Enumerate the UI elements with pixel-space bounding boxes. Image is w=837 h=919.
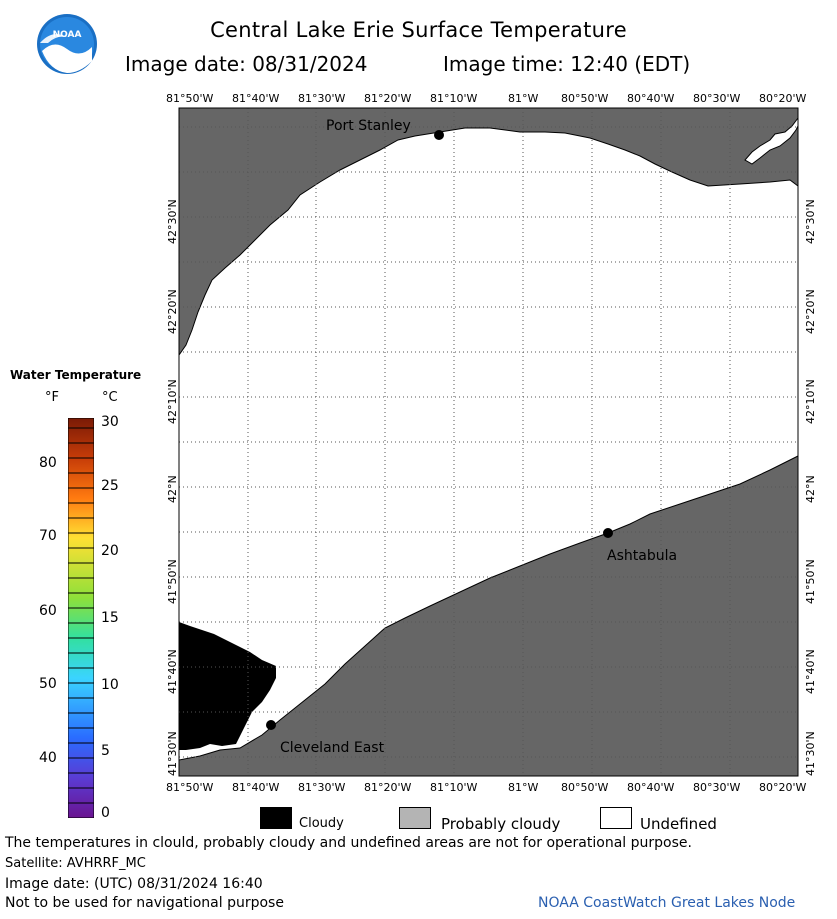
utc-date-text: Image date: (UTC) 08/31/2024 16:40: [5, 876, 263, 892]
port-stanley-marker: [434, 130, 444, 140]
satellite-text: Satellite: AVHRRF_MC: [5, 856, 146, 871]
colorbar-c-tick: 0: [101, 805, 110, 821]
lat-tick-right: 41°30'N: [804, 731, 817, 776]
colorbar-f-tick: 60: [39, 603, 57, 619]
colorbar-f-tick: 70: [39, 528, 57, 544]
lon-tick-top: 80°40'W: [627, 92, 675, 105]
image-time: Image time: 12:40 (EDT): [443, 52, 691, 76]
colorbar-c-tick: 30: [101, 414, 119, 430]
cleveland-east-marker: [266, 720, 276, 730]
land-south: [178, 455, 799, 777]
lon-tick-bottom: 80°40'W: [627, 781, 675, 794]
colorbar-c-tick: 25: [101, 478, 119, 494]
lat-tick-left: 42°30'N: [166, 199, 179, 244]
lat-tick-right: 42°20'N: [804, 289, 817, 334]
place-label-port-stanley: Port Stanley: [326, 118, 411, 134]
lon-tick-top: 81°50'W: [166, 92, 214, 105]
lat-tick-right: 42°30'N: [804, 199, 817, 244]
lon-tick-bottom: 81°10'W: [430, 781, 478, 794]
colorbar-unit-c: °C: [102, 390, 118, 405]
credit-text: NOAA CoastWatch Great Lakes Node: [538, 895, 796, 911]
colorbar-c-tick: 20: [101, 543, 119, 559]
lon-tick-top: 81°W: [508, 92, 539, 105]
lon-tick-top: 80°20'W: [759, 92, 807, 105]
legend-label-probably-cloudy: Probably cloudy: [441, 815, 561, 833]
graticule: [179, 108, 798, 776]
map-panel[interactable]: Port Stanley Ashtabula Cleveland East: [0, 0, 837, 800]
colorbar-c-tick: 5: [101, 743, 110, 759]
legend-swatch-undefined: [600, 807, 632, 829]
colorbar-c-tick: 10: [101, 677, 119, 693]
lat-tick-left: 42°20'N: [166, 289, 179, 334]
noaa-logo: NOAA: [36, 13, 98, 75]
lat-tick-left: 42°N: [166, 475, 179, 503]
cloudy-region: [179, 622, 276, 750]
colorbar-f-tick: 80: [39, 455, 57, 471]
lon-tick-top: 80°50'W: [561, 92, 609, 105]
lon-tick-top: 81°20'W: [364, 92, 412, 105]
colorbar: [67, 417, 95, 819]
legend-label-undefined: Undefined: [640, 815, 717, 833]
lat-tick-left: 41°40'N: [166, 649, 179, 694]
place-label-ashtabula: Ashtabula: [607, 548, 678, 564]
lat-tick-right: 42°N: [804, 475, 817, 503]
place-label-cleveland-east: Cleveland East: [280, 740, 385, 756]
colorbar-unit-f: °F: [45, 390, 59, 405]
lat-tick-right: 42°10'N: [804, 379, 817, 424]
lon-tick-top: 81°40'W: [232, 92, 280, 105]
lat-tick-right: 41°40'N: [804, 649, 817, 694]
lon-tick-bottom: 81°W: [508, 781, 539, 794]
lon-tick-top: 80°30'W: [693, 92, 741, 105]
image-date: Image date: 08/31/2024: [125, 52, 368, 76]
lon-tick-bottom: 81°30'W: [298, 781, 346, 794]
lon-tick-bottom: 80°20'W: [759, 781, 807, 794]
lon-tick-bottom: 80°30'W: [693, 781, 741, 794]
lat-tick-left: 41°50'N: [166, 559, 179, 604]
land-north: [178, 107, 799, 357]
lat-tick-right: 41°50'N: [804, 559, 817, 604]
disclaimer-text: The temperatures in clould, probably clo…: [5, 835, 692, 851]
lat-tick-left: 41°30'N: [166, 731, 179, 776]
colorbar-f-tick: 40: [39, 750, 57, 766]
lon-tick-bottom: 80°50'W: [561, 781, 609, 794]
legend-swatch-probably-cloudy: [399, 807, 431, 829]
lon-tick-top: 81°30'W: [298, 92, 346, 105]
page-title: Central Lake Erie Surface Temperature: [210, 18, 627, 42]
colorbar-c-tick: 15: [101, 610, 119, 626]
ashtabula-marker: [603, 528, 613, 538]
lon-tick-bottom: 81°20'W: [364, 781, 412, 794]
legend-swatch-cloudy: [260, 807, 292, 829]
colorbar-f-tick: 50: [39, 676, 57, 692]
colorbar-title: Water Temperature: [10, 368, 142, 382]
lon-tick-top: 81°10'W: [430, 92, 478, 105]
lon-tick-bottom: 81°40'W: [232, 781, 280, 794]
noaa-logo-text: NOAA: [53, 30, 82, 40]
lon-tick-bottom: 81°50'W: [166, 781, 214, 794]
navigation-warning: Not to be used for navigational purpose: [5, 895, 284, 911]
lat-tick-left: 42°10'N: [166, 379, 179, 424]
legend-label-cloudy: Cloudy: [299, 816, 344, 831]
